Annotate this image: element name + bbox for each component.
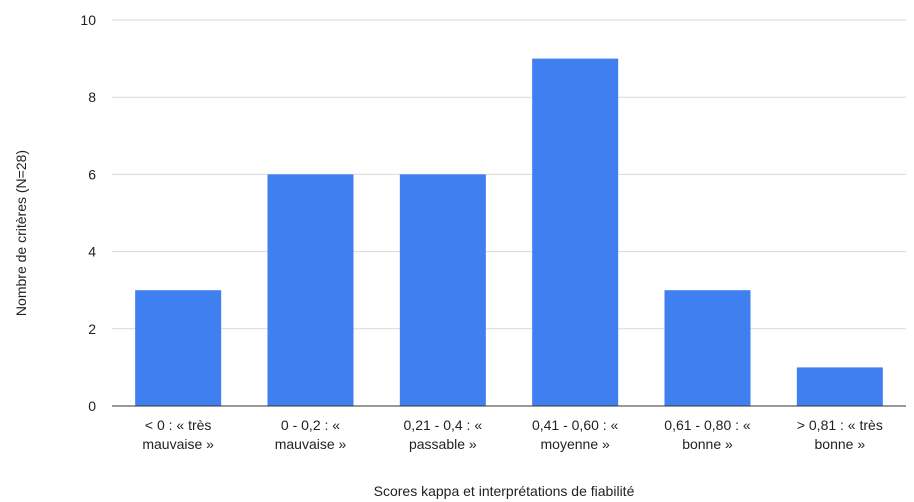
- bar: [796, 367, 883, 406]
- y-tick-label: 6: [88, 166, 96, 182]
- bars: [135, 58, 883, 406]
- bar: [399, 174, 486, 406]
- x-category-label: 0 - 0,2 : «mauvaise »: [275, 417, 347, 452]
- bar: [267, 174, 354, 406]
- bar: [135, 290, 222, 406]
- x-category-label: < 0 : « très mauvaise »: [142, 417, 214, 452]
- y-tick-label: 8: [88, 89, 96, 105]
- y-tick-label: 2: [88, 321, 96, 337]
- y-tick-label: 4: [88, 244, 96, 260]
- gridlines: [112, 19, 906, 330]
- y-axis-ticks: 0 2 4 6 8 10: [80, 12, 96, 414]
- x-category-label: > 0,81 : « très bonne »: [797, 417, 883, 452]
- x-category-label: 0,41 - 0,60 : «moyenne »: [532, 417, 619, 452]
- bar: [664, 290, 751, 406]
- y-tick-label: 10: [80, 12, 96, 28]
- x-axis-title: Scores kappa et interprétations de fiabi…: [374, 483, 635, 499]
- bar: [532, 58, 619, 406]
- x-category-label: 0,21 - 0,4 : «passable »: [404, 417, 483, 452]
- y-tick-label: 0: [88, 398, 96, 414]
- x-category-label: 0,61 - 0,80 : «bonne »: [664, 417, 751, 452]
- x-axis-category-labels: < 0 : « très mauvaise » 0 - 0,2 : «mauvais…: [142, 417, 882, 452]
- y-axis-title: Nombre de critères (N=28): [13, 150, 29, 316]
